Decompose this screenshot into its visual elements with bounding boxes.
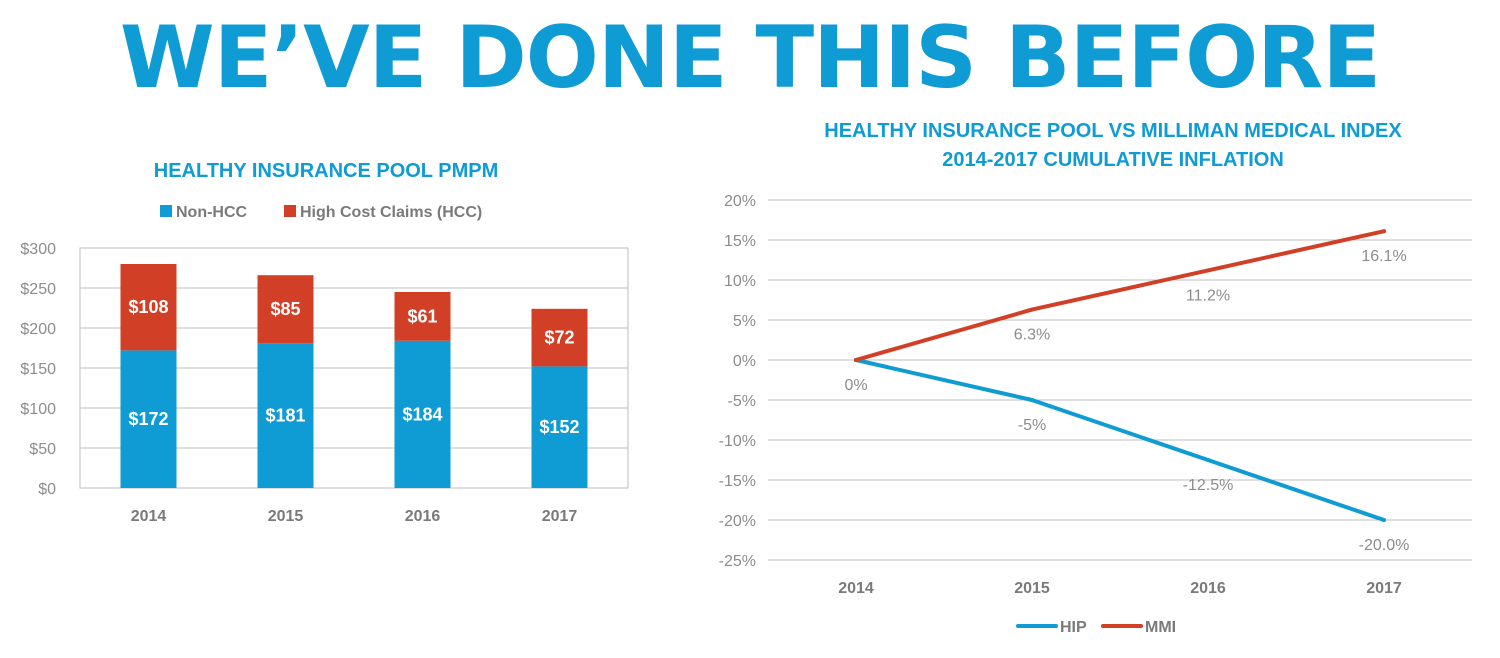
bar-data-label: $172 [128,409,168,429]
y-tick-label: $300 [20,241,56,258]
bar-segment-non-hcc-2015 [257,343,314,488]
x-tick-label: 2017 [1366,580,1402,597]
line-chart-title-line-2: 2014-2017 CUMULATIVE INFLATION [942,149,1284,171]
y-tick-label: 15% [724,233,756,250]
x-tick-label: 2015 [1014,580,1050,597]
y-tick-label: -10% [719,433,756,450]
data-point-hip [1030,398,1034,402]
y-tick-label: 20% [724,193,756,210]
y-tick-label: $250 [20,281,56,298]
x-tick-label: 2016 [1190,580,1226,597]
bar-segment-hcc-2014 [120,264,177,351]
data-point-mmi [854,358,858,362]
bar-segment-non-hcc-2017 [531,366,588,488]
point-label-hip: -12.5% [1183,477,1234,494]
y-tick-label: -15% [719,473,756,490]
bar-segment-non-hcc-2014 [120,350,177,488]
point-label-mmi: 11.2% [1186,287,1230,304]
line-chart-title-line-1: HEALTHY INSURANCE POOL VS MILLIMAN MEDIC… [824,120,1402,142]
legend-label-0: Non-HCC [176,204,248,221]
bar-chart-title: HEALTHY INSURANCE POOL PMPM [154,160,498,182]
point-label-mmi: 16.1% [1361,248,1406,265]
bar-data-label: $61 [407,306,437,326]
y-tick-label: $50 [29,441,56,458]
data-point-mmi [1030,307,1034,312]
data-point-hip [1382,518,1386,522]
series-line-hip [854,358,1386,522]
x-tick-label: 2015 [268,508,304,525]
legend-label-hip: HIP [1060,619,1087,636]
legend-label-mmi: MMI [1145,619,1176,636]
page-headline: WE’VE DONE THIS BEFORE [119,8,1381,108]
data-point-mmi [1206,268,1210,273]
y-tick-label: -20% [719,513,756,530]
data-point-mmi [1382,229,1386,234]
bar-data-label: $85 [270,299,300,319]
x-tick-label: 2017 [542,508,578,525]
point-label-hip: -20.0% [1359,537,1410,554]
legend-swatch-0 [160,205,172,217]
bar-segment-hcc-2015 [257,275,314,344]
point-label-hip: 0% [844,377,867,394]
x-tick-label: 2016 [405,508,441,525]
y-tick-label: $0 [38,481,56,498]
legend-label-1: High Cost Claims (HCC) [300,204,482,221]
y-tick-label: 10% [724,273,756,290]
bar-segment-hcc-2016 [394,292,451,341]
y-tick-label: $100 [20,401,56,418]
bar-data-label: $181 [265,406,305,426]
y-tick-label: 0% [733,353,756,370]
y-tick-label: $200 [20,321,56,338]
y-tick-label: -5% [728,393,756,410]
series-line-mmi [854,229,1386,362]
legend-swatch-1 [284,205,296,217]
data-point-hip [1206,458,1210,462]
x-tick-label: 2014 [838,580,874,597]
bar-data-label: $108 [128,297,168,317]
bar-segment-non-hcc-2016 [394,340,451,488]
point-label-hip: -5% [1018,417,1046,434]
point-label-mmi: 6.3% [1014,327,1050,344]
y-tick-label: $150 [20,361,56,378]
bar-data-label: $152 [539,417,579,437]
y-tick-label: 5% [733,313,756,330]
y-tick-label: -25% [719,553,756,570]
x-tick-label: 2014 [131,508,167,525]
bar-data-label: $184 [402,404,442,424]
bar-data-label: $72 [544,328,574,348]
bar-segment-hcc-2017 [531,308,588,367]
